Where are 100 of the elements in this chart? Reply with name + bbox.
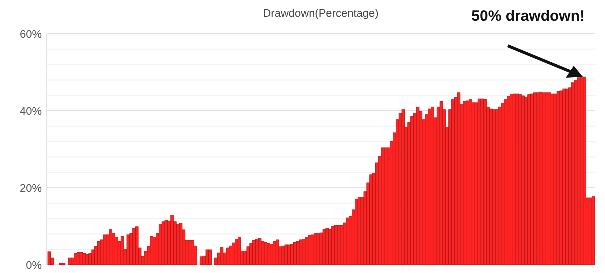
bar: [507, 96, 510, 266]
bar: [583, 76, 586, 266]
bar: [522, 96, 525, 266]
y-tick-label: 60%: [20, 28, 42, 41]
bar: [206, 250, 209, 266]
bar: [267, 243, 270, 266]
bar: [332, 226, 335, 266]
bar: [513, 94, 516, 266]
bar: [346, 218, 350, 266]
bar: [589, 198, 592, 266]
bar: [311, 234, 314, 266]
bar: [551, 94, 554, 266]
bar: [572, 82, 575, 266]
bar: [48, 252, 51, 266]
bar: [566, 88, 569, 266]
bar: [542, 92, 546, 266]
text: 50% drawdown!: [472, 8, 585, 25]
bar: [238, 237, 242, 266]
bar: [416, 106, 420, 266]
bar: [74, 253, 78, 266]
bar: [191, 240, 194, 266]
bar: [452, 100, 455, 266]
bar: [68, 258, 72, 266]
bar: [381, 148, 385, 266]
bar: [328, 229, 332, 266]
bar: [524, 96, 528, 266]
bar: [528, 94, 531, 266]
bar: [484, 99, 487, 266]
bar: [560, 90, 564, 266]
bar: [126, 234, 130, 266]
bar: [314, 234, 318, 266]
chart-title: Drawdown(Percentage): [263, 8, 379, 20]
bar: [235, 239, 238, 266]
bar: [504, 100, 508, 266]
bar: [402, 110, 406, 266]
bar: [316, 234, 320, 266]
bar: [501, 103, 504, 266]
bar: [410, 116, 414, 266]
bar: [466, 100, 470, 266]
bar: [302, 239, 306, 266]
bar: [480, 98, 484, 266]
bar: [492, 110, 496, 266]
bar: [474, 102, 478, 266]
bar: [305, 237, 308, 266]
bar: [273, 241, 276, 266]
bar: [252, 240, 256, 266]
bar: [592, 196, 596, 266]
bar: [355, 198, 358, 266]
bar: [176, 224, 180, 266]
bar: [244, 250, 248, 266]
bar: [308, 236, 312, 266]
bar: [337, 226, 341, 266]
bar: [284, 244, 288, 266]
bar: [264, 242, 268, 266]
bar: [463, 102, 466, 266]
bar: [246, 246, 250, 266]
bar: [431, 106, 434, 266]
y-tick-label: 40%: [20, 106, 42, 118]
bar: [86, 254, 90, 266]
bar: [120, 236, 124, 266]
bar: [80, 252, 84, 266]
bar: [88, 253, 92, 266]
y-tick-label: 20%: [20, 182, 42, 195]
bar: [440, 102, 444, 266]
bar: [472, 102, 476, 266]
bar: [208, 250, 212, 266]
bar: [92, 250, 95, 266]
bar: [153, 237, 156, 266]
bar: [282, 246, 286, 266]
bar: [170, 215, 174, 266]
bar: [229, 246, 232, 266]
bar: [370, 174, 373, 266]
bar: [534, 92, 537, 266]
bar: [288, 244, 291, 266]
bar: [428, 108, 432, 266]
bar: [250, 243, 253, 266]
bar: [150, 236, 154, 266]
bar: [77, 252, 80, 266]
bar: [226, 248, 230, 266]
bar: [334, 226, 338, 266]
bar: [276, 240, 280, 266]
bar: [98, 241, 101, 266]
bar: [270, 244, 274, 266]
bar: [232, 242, 236, 266]
bar: [132, 228, 136, 266]
bar: [256, 239, 259, 266]
bar: [258, 238, 262, 266]
bar: [548, 92, 552, 266]
bar: [109, 228, 112, 266]
bar: [322, 229, 326, 266]
bar: [580, 76, 584, 266]
bar: [554, 94, 558, 266]
bar: [136, 226, 139, 266]
bar: [530, 94, 534, 266]
bar: [290, 244, 294, 266]
bar: [469, 100, 472, 266]
bar: [112, 233, 116, 266]
bar: [188, 240, 192, 266]
bar: [384, 148, 388, 266]
bar: [158, 224, 162, 266]
